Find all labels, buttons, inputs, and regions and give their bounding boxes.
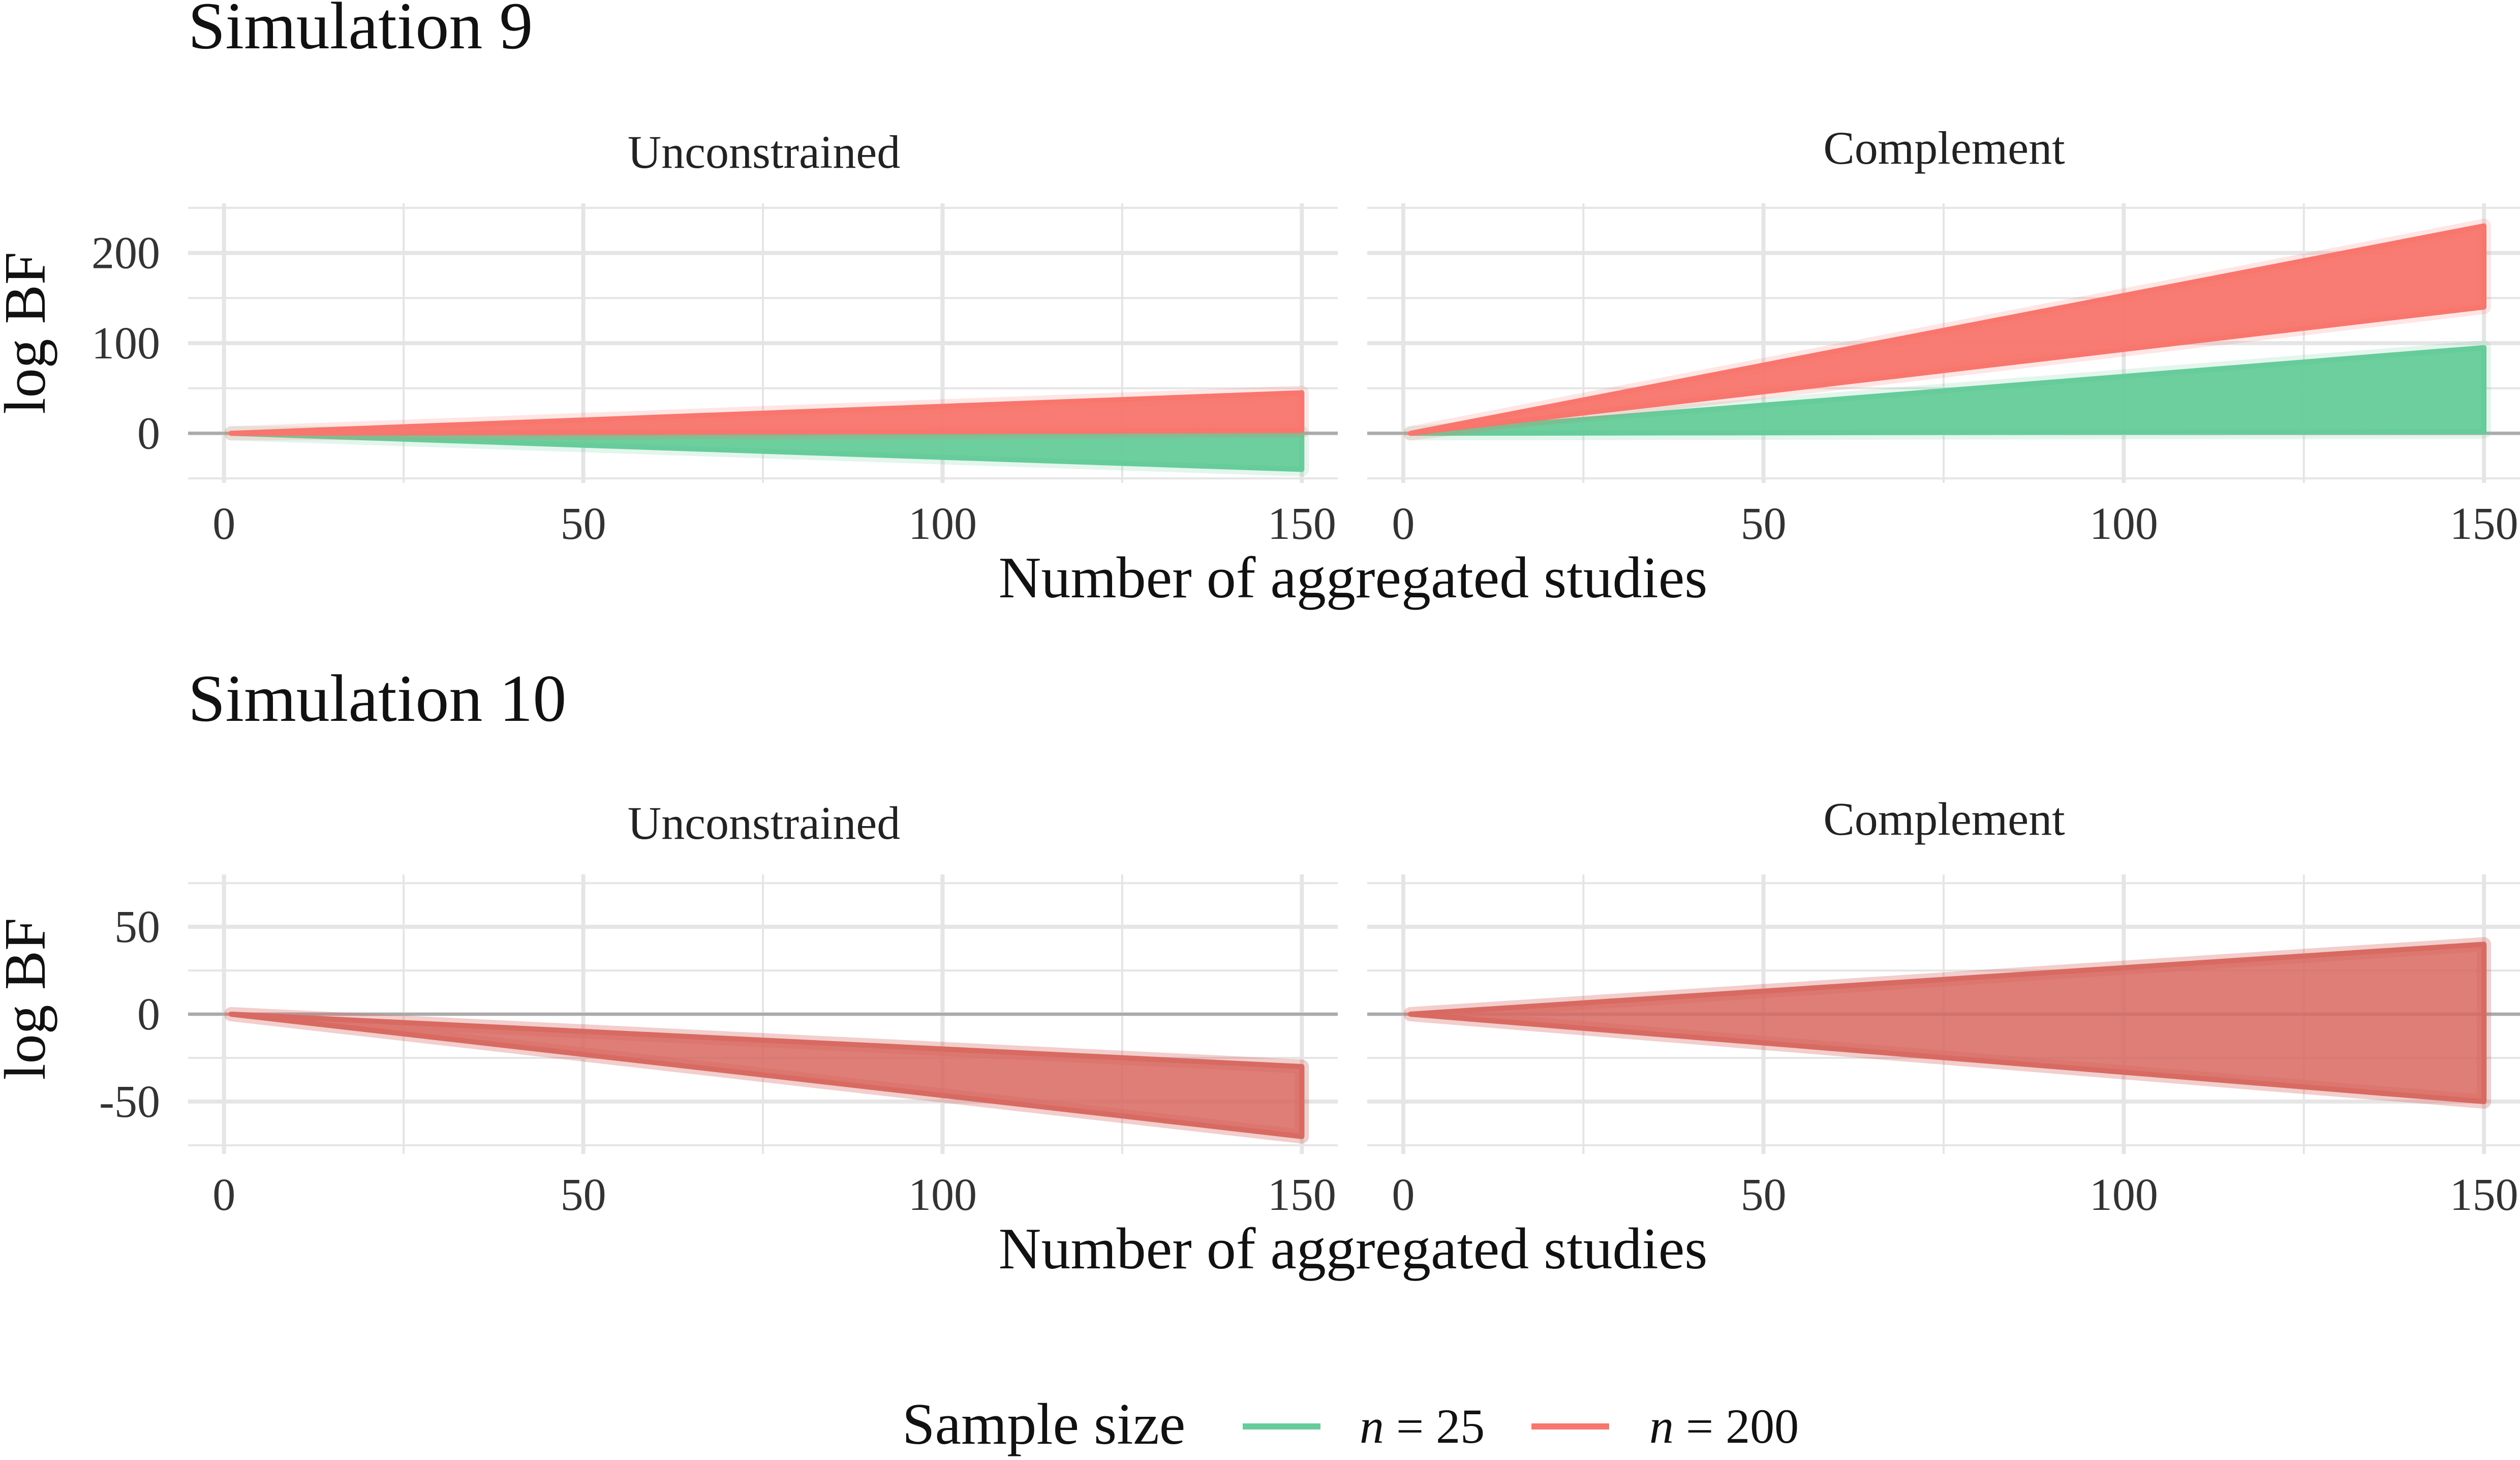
- panel-strip-unconstrained: Unconstrained: [628, 126, 901, 178]
- x-tick-label: 100: [2089, 1170, 2158, 1220]
- y-axis-title: log BF: [0, 918, 58, 1080]
- series-band-n200: [228, 390, 1305, 436]
- x-tick-label: 0: [1392, 1170, 1415, 1220]
- x-axis-title: Number of aggregated studies: [999, 545, 1708, 611]
- plot-panel-unconstrained: 0 50 100 150 0 100 200: [91, 203, 1338, 549]
- panel-strip-complement: Complement: [1823, 122, 2065, 174]
- y-tick-label: 0: [137, 989, 160, 1040]
- chart-simulation-10: Simulation 10 Unconstrained Complement 0…: [0, 661, 2520, 1282]
- x-tick-label: 0: [212, 499, 235, 549]
- legend-title: Sample size: [902, 1392, 1185, 1457]
- y-axis-title: log BF: [0, 252, 58, 414]
- plot-panel-unconstrained: 0 50 100 150 -50 0 50: [99, 874, 1338, 1220]
- y-tick-label: 200: [91, 228, 160, 279]
- legend-label-n25: n = 25: [1360, 1399, 1485, 1453]
- chart-simulation-9: Simulation 9 Unconstrained Complement 0 5…: [0, 0, 2520, 611]
- legend: Sample size n = 25 n = 200: [902, 1392, 1799, 1457]
- y-tick-label: 100: [91, 318, 160, 369]
- x-tick-label: 100: [2089, 499, 2158, 549]
- y-tick-label: -50: [99, 1077, 160, 1127]
- x-tick-label: 150: [2450, 1170, 2518, 1220]
- x-tick-label: 150: [1268, 1170, 1336, 1220]
- series-band-n200: [1408, 223, 2487, 436]
- series-band-n200: [228, 1012, 1305, 1139]
- x-tick-label: 150: [1268, 499, 1336, 549]
- x-axis-title: Number of aggregated studies: [999, 1216, 1708, 1282]
- chart-title: Simulation 9: [188, 0, 533, 63]
- y-tick-label: 0: [137, 408, 160, 459]
- series-band-n25: [1408, 345, 2487, 436]
- panel-strip-unconstrained: Unconstrained: [628, 797, 901, 849]
- x-tick-label: 0: [212, 1170, 235, 1220]
- plot-panel-complement: 0 50 100 150: [1367, 874, 2520, 1220]
- plot-panel-complement: 0 50 100 150: [1367, 203, 2520, 549]
- x-tick-label: 50: [561, 499, 606, 549]
- x-tick-label: 100: [908, 1170, 977, 1220]
- x-tick-label: 50: [1741, 1170, 1787, 1220]
- panel-strip-complement: Complement: [1823, 793, 2065, 845]
- x-tick-label: 50: [1741, 499, 1787, 549]
- chart-title: Simulation 10: [188, 661, 566, 736]
- x-tick-label: 50: [561, 1170, 606, 1220]
- y-tick-label: 50: [114, 902, 160, 952]
- legend-label-n200: n = 200: [1649, 1399, 1799, 1453]
- series-band-n200: [1408, 941, 2487, 1104]
- x-tick-label: 150: [2450, 499, 2518, 549]
- x-tick-label: 0: [1392, 499, 1415, 549]
- x-tick-label: 100: [908, 499, 977, 549]
